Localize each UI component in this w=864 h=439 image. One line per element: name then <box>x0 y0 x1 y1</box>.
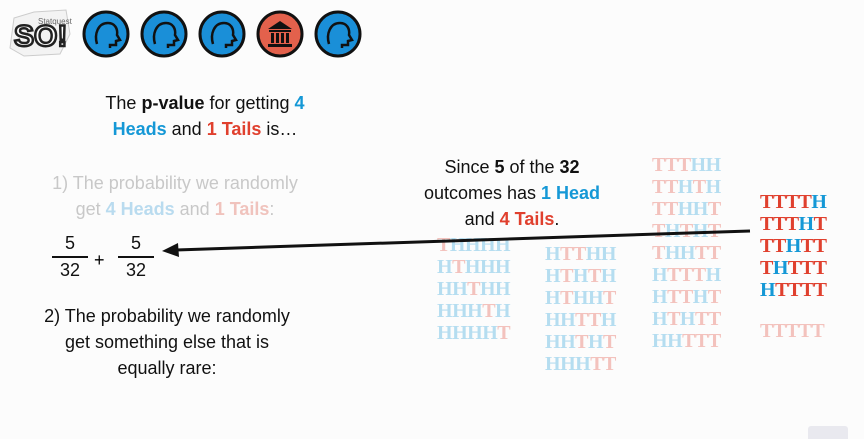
outcome-row: HHHTT <box>545 353 616 375</box>
svg-text:SO!: SO! <box>14 20 67 53</box>
outcome-row: HHTHT <box>545 331 616 353</box>
outcome-row: HTTHT <box>652 286 721 308</box>
callout-text: Since 5 of the 32 outcomes has 1 Head an… <box>396 154 628 232</box>
outcome-row: TTTTT <box>760 320 825 342</box>
fraction-1: 5 32 <box>52 233 88 281</box>
outcome-row: TTTHH <box>652 154 721 176</box>
outcome-column: TTTTH TTTHT TTHTT THTTT HTTTT <box>760 191 827 301</box>
outcome-row: HTHTT <box>652 308 721 330</box>
item-1-text: 1) The probability we randomly get 4 Hea… <box>52 173 298 219</box>
svg-text:Statquest: Statquest <box>38 17 73 26</box>
outcome-column: TTTHHTTHTHTTHHTTHTHTTHHTTHTTTHHTTHTHTHTT… <box>652 154 721 352</box>
head-icon <box>198 10 246 58</box>
head-icon <box>314 10 362 58</box>
outcome-row: HHTHH <box>437 278 511 300</box>
outcome-row: HTTTT <box>760 279 827 301</box>
fraction-2: 5 32 <box>118 233 154 281</box>
outcome-column: HTTHH HTHTH HTHHT HHTTH HHTHT HHHTT <box>545 243 616 375</box>
outcome-row: HTHHT <box>545 287 616 309</box>
outcome-row: TTTHT <box>760 213 827 235</box>
outcome-row: HHTTH <box>545 309 616 331</box>
outcome-row: THTTT <box>760 257 827 279</box>
outcome-column: TTTTT <box>760 320 825 342</box>
title: The p-value for getting 4 Heads and 1 Ta… <box>105 93 305 139</box>
outcome-row: HTTHH <box>545 243 616 265</box>
outcome-row: TTHHT <box>652 198 721 220</box>
bank-icon <box>256 10 304 58</box>
head-icon <box>82 10 130 58</box>
plus-sign: + <box>94 250 105 270</box>
outcome-column: THHHH HTHHH HHTHH HHHTH HHHHT <box>437 234 511 344</box>
outcome-row: HHHTH <box>437 300 511 322</box>
statquest-logo: SO! Statquest <box>4 4 74 60</box>
outcome-row: HTTTH <box>652 264 721 286</box>
outcome-row: TTHTH <box>652 176 721 198</box>
outcome-row: TTTTH <box>760 191 827 213</box>
outcome-row: HTHTH <box>545 265 616 287</box>
outcome-row: TTHTT <box>760 235 827 257</box>
outcome-row: THHTT <box>652 242 721 264</box>
head-icon <box>140 10 188 58</box>
corner-badge <box>808 426 848 439</box>
outcome-row: HTHHH <box>437 256 511 278</box>
outcome-row: HHHHT <box>437 322 511 344</box>
item-2-text: 2) The probability we randomly get somet… <box>44 306 290 378</box>
outcome-row: HHTTT <box>652 330 721 352</box>
